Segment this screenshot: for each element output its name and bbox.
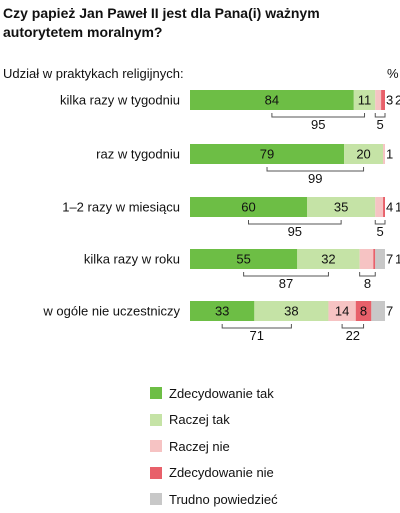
data-label: 11 (358, 93, 372, 108)
positive-bracket (266, 167, 365, 172)
data-label: 33 (215, 304, 229, 319)
data-label: 1 (395, 252, 400, 267)
positive-total-label: 71 (250, 328, 264, 343)
bar-segment (190, 197, 307, 217)
bar-segment (381, 90, 385, 110)
data-label: 35 (334, 200, 348, 215)
data-label: 60 (241, 200, 255, 215)
bar-segment (375, 197, 384, 217)
data-label: 84 (265, 93, 279, 108)
legend-swatch-zdecydowanie-tak (150, 387, 162, 400)
bar-segment (383, 144, 385, 164)
bar-segment (190, 249, 298, 269)
data-label: 2 (395, 93, 400, 108)
bar-segment (383, 197, 385, 217)
data-label: 7 (386, 304, 393, 319)
data-label: 1 (386, 147, 393, 162)
bar-segment (353, 90, 376, 110)
legend-label-trudno-powiedziec: Trudno powiedzieć (169, 491, 278, 507)
bar-segment (344, 144, 384, 164)
data-label: 20 (356, 147, 370, 162)
positive-bracket (221, 324, 292, 329)
bar-segment (307, 197, 376, 217)
negative-total-label: 22 (346, 328, 360, 343)
data-label: 79 (260, 147, 274, 162)
data-label: 3 (386, 93, 393, 108)
data-label: 55 (236, 252, 250, 267)
positive-bracket (243, 272, 329, 277)
category-label: raz w tygodniu (96, 147, 180, 162)
legend-swatch-raczej-tak (150, 413, 162, 426)
bar-segment (371, 301, 385, 321)
bar-segment (373, 249, 376, 269)
positive-bracket (248, 220, 342, 225)
data-label: 32 (321, 252, 335, 267)
chart-subtitle: Udział w praktykach religijnych: (3, 66, 184, 81)
legend-item-trudno-powiedziec: Trudno powiedzieć (150, 486, 278, 513)
data-label: 7 (386, 252, 393, 267)
bar-segment (254, 301, 329, 321)
chart-title: Czy papież Jan Paweł II jest dla Pana(i)… (3, 5, 320, 40)
negative-total-label: 5 (377, 224, 384, 239)
legend-label-raczej-nie: Raczej nie (169, 438, 230, 454)
negative-total-label: 5 (377, 117, 384, 132)
legend-item-zdecydowanie-nie: Zdecydowanie nie (150, 460, 278, 487)
legend-swatch-trudno-powiedziec (150, 493, 162, 506)
legend-swatch-raczej-nie (150, 440, 162, 453)
unit-label: % (387, 66, 399, 81)
negative-total-label: 8 (364, 276, 371, 291)
data-label: 1 (395, 200, 400, 215)
bar-segment (375, 90, 382, 110)
category-label: 1–2 razy w miesiącu (62, 200, 180, 215)
data-label: 38 (284, 304, 298, 319)
legend-item-raczej-tak: Raczej tak (150, 407, 278, 434)
legend-label-zdecydowanie-tak: Zdecydowanie tak (169, 385, 274, 401)
positive-total-label: 95 (288, 224, 302, 239)
legend-label-raczej-tak: Raczej tak (169, 412, 230, 428)
negative-bracket (374, 113, 386, 118)
chart-legend: Zdecydowanie tak Raczej tak Raczej nie Z… (150, 380, 278, 513)
bar-segment (375, 249, 385, 269)
category-label: kilka razy w roku (84, 252, 180, 267)
data-label: 14 (335, 304, 349, 319)
negative-bracket (359, 272, 376, 277)
positive-bracket (271, 113, 366, 118)
positive-total-label: 99 (308, 171, 322, 186)
category-label: kilka razy w tygodniu (60, 93, 180, 108)
bar-segment (190, 144, 345, 164)
legend-item-zdecydowanie-tak: Zdecydowanie tak (150, 380, 278, 407)
bar-segment (297, 249, 360, 269)
data-label: 8 (360, 304, 367, 319)
category-label: w ogóle nie uczestniczy (42, 304, 180, 319)
legend-swatch-zdecydowanie-nie (150, 466, 162, 479)
bar-segment (328, 301, 356, 321)
legend-item-raczej-nie: Raczej nie (150, 433, 278, 460)
negative-bracket (374, 220, 386, 225)
bar-segment (190, 90, 354, 110)
bar-segment (355, 301, 372, 321)
positive-total-label: 87 (279, 276, 293, 291)
positive-total-label: 95 (311, 117, 325, 132)
bar-segment (359, 249, 374, 269)
negative-bracket (341, 324, 365, 329)
bar-segment (190, 301, 255, 321)
data-label: 4 (386, 200, 393, 215)
legend-label-zdecydowanie-nie: Zdecydowanie nie (169, 465, 274, 481)
